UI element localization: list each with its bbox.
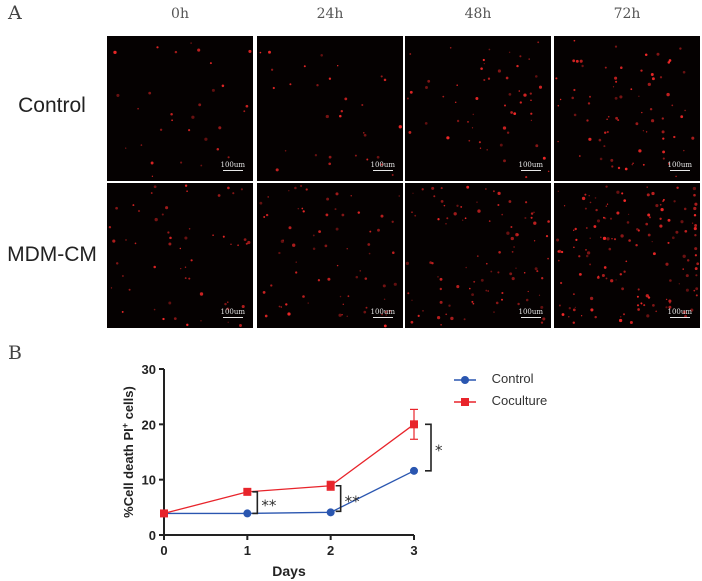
scale-bar-line [520,316,541,318]
y-tick-label: 20 [142,417,156,432]
scale-bar-line [222,169,243,171]
significance-bracket [252,491,259,515]
column-header-72h: 72h [613,6,641,22]
micrograph-mdm-cm-24h: 100um [257,183,403,328]
scale-bar-line [372,316,393,318]
micrograph-control-48h: 100um [405,36,551,181]
significance-marker: ** [261,497,277,515]
scale-bar-line [669,169,690,171]
scale-bar-line [669,316,690,318]
series-line-control [164,470,415,515]
x-tick-label: 2 [327,543,334,558]
significance-marker: ** [345,493,361,511]
scale-bar-label: 100um [518,160,543,169]
scale-bar-line [222,316,243,318]
data-point-circle [243,509,252,518]
x-axis-label: Days [272,563,306,579]
data-point-square [160,509,168,518]
scale-bar-label: 100um [667,160,692,169]
scale-bar-line [372,169,393,171]
micrograph-mdm-cm-48h: 100um [405,183,551,328]
significance-bracket [335,484,342,513]
scale-bar-label: 100um [518,307,543,316]
column-header-24h: 24h [316,6,344,22]
column-header-0h: 0h [171,6,189,22]
significance-bracket [425,423,432,472]
scale-bar-label: 100um [220,160,245,169]
row-label-mdm-cm: MDM-CM [7,243,97,266]
scale-bar-line [520,169,541,171]
data-point-circle [410,466,418,475]
series-line-coculture [163,423,415,515]
y-tick-label: 30 [142,362,156,377]
x-tick-label: 0 [160,543,167,558]
y-axis-label: %Cell death PI+ cells) [120,386,136,518]
scale-bar: 100um [667,160,692,171]
row-label-control: Control [18,94,86,117]
legend-coculture: Coculture [454,393,547,408]
scale-bar-label: 100um [667,307,692,316]
data-point-square [326,481,335,490]
data-point-square [243,487,252,496]
significance-marker: * [435,442,443,460]
legend-control: Control [454,371,534,386]
scale-bar: 100um [370,160,395,171]
legend-control-label: Control [491,371,534,386]
scale-bar: 100um [370,307,395,318]
micrograph-control-24h: 100um [257,36,403,181]
scale-bar: 100um [518,307,543,318]
y-tick-label: 0 [149,528,156,543]
scale-bar-label: 100um [370,160,395,169]
x-tick-label: 3 [410,543,417,558]
legend-coculture-marker-icon [454,397,476,406]
data-point-square [410,420,418,429]
scale-bar: 100um [667,307,692,318]
scale-bar-label: 100um [220,307,245,316]
scale-bar: 100um [220,160,245,171]
x-tick-label: 1 [244,543,251,558]
scale-bar-label: 100um [370,307,395,316]
scale-bar: 100um [220,307,245,318]
legend-control-marker-icon [454,375,476,384]
micrograph-control-0h: 100um [107,36,253,181]
micrograph-control-72h: 100um [554,36,700,181]
y-tick-label: 10 [142,473,156,488]
micrograph-mdm-cm-72h: 100um [554,183,700,328]
micrograph-mdm-cm-0h: 100um [107,183,253,328]
panel-b-label: B [8,342,22,364]
legend-coculture-label: Coculture [491,393,548,408]
panel-a-label: A [8,2,22,24]
column-header-48h: 48h [464,6,492,22]
scale-bar: 100um [518,160,543,171]
data-point-circle [326,508,335,517]
